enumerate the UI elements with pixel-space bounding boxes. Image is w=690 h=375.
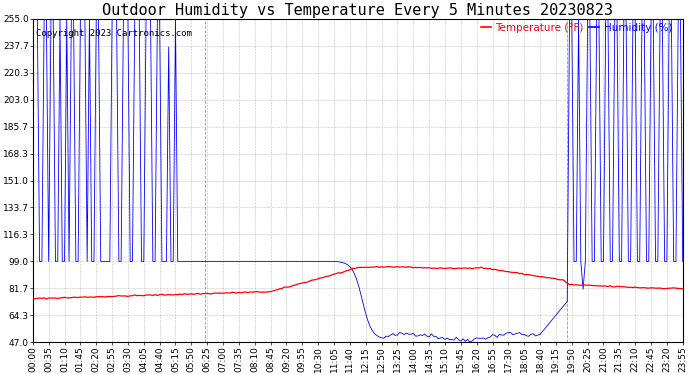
Title: Outdoor Humidity vs Temperature Every 5 Minutes 20230823: Outdoor Humidity vs Temperature Every 5 … [102, 3, 613, 18]
Legend: Temperature (°F), Humidity (%): Temperature (°F), Humidity (%) [477, 19, 676, 37]
Text: Copyright 2023 Cartronics.com: Copyright 2023 Cartronics.com [36, 28, 192, 38]
